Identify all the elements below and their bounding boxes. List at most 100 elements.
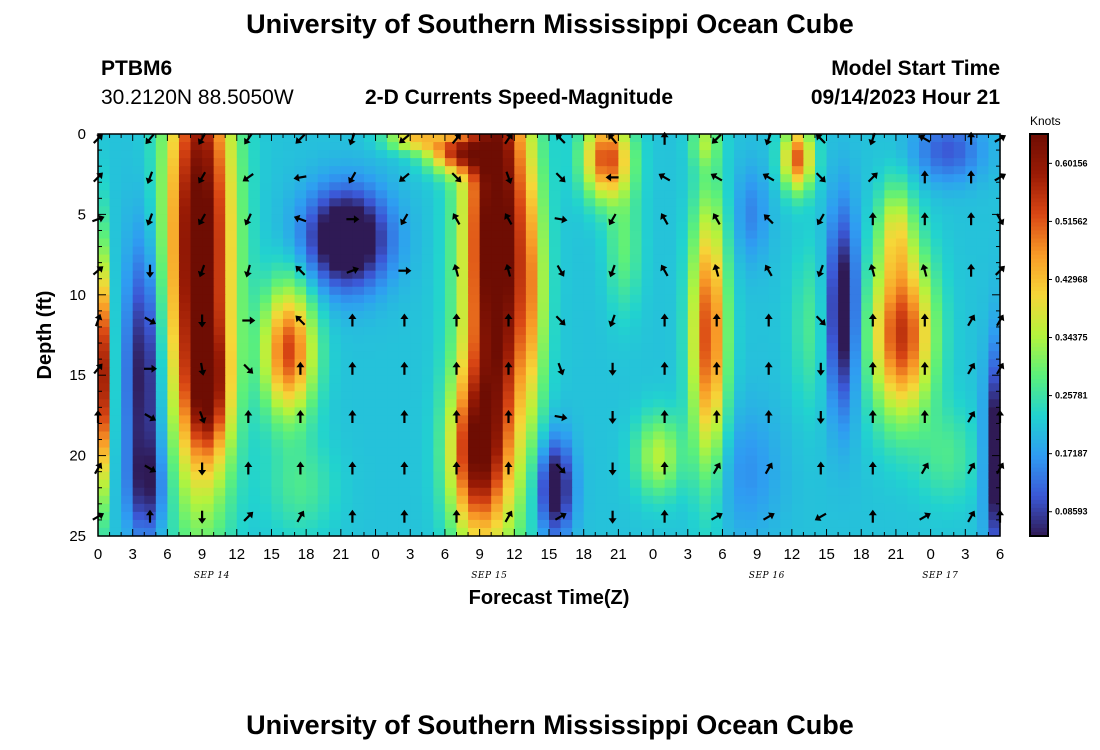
heatmap-cell (444, 142, 458, 151)
heatmap-cell (641, 142, 654, 151)
heatmap-cell (953, 134, 966, 143)
heatmap-cell (618, 487, 631, 497)
heatmap-cell (132, 206, 145, 215)
heatmap-cell (514, 278, 527, 288)
heatmap-cell (872, 262, 885, 272)
heatmap-cell (329, 455, 342, 465)
heatmap-cell (271, 519, 284, 529)
heatmap-cell (398, 198, 411, 207)
heatmap-cell (722, 471, 735, 481)
heatmap-cell (814, 326, 828, 336)
heatmap-cell (734, 214, 747, 224)
heatmap-cell (375, 439, 388, 449)
heatmap-cell (583, 359, 596, 368)
heatmap-cell (283, 230, 296, 240)
heatmap-cell (236, 423, 249, 433)
heatmap-cell (988, 527, 1001, 537)
heatmap-cell (803, 302, 816, 312)
heatmap-cell (838, 158, 851, 167)
heatmap-cell (352, 174, 365, 183)
heatmap-cell (259, 487, 273, 497)
heatmap-cell (687, 471, 700, 481)
heatmap-cell (525, 158, 539, 167)
heatmap-cell (433, 286, 446, 296)
heatmap-cell (988, 254, 1001, 264)
heatmap-cell (814, 254, 828, 264)
heatmap-cell (861, 487, 874, 497)
heatmap-cell (838, 423, 851, 433)
heatmap-cell (202, 431, 215, 441)
heatmap-cell (572, 166, 585, 175)
heatmap-cell (583, 262, 596, 272)
heatmap-cell (722, 174, 735, 183)
heatmap-cell (213, 198, 226, 207)
heatmap-cell (283, 471, 296, 481)
heatmap-cell (121, 294, 134, 304)
heatmap-cell (479, 198, 492, 207)
heatmap-cell (283, 134, 296, 143)
heatmap-cell (456, 519, 469, 529)
heatmap-cell (838, 318, 851, 328)
heatmap-cell (861, 431, 874, 441)
heatmap-cell (768, 335, 781, 344)
heatmap-cell (352, 238, 365, 248)
heatmap-cell (942, 230, 955, 240)
heatmap-cell (375, 318, 388, 328)
heatmap-cell (965, 447, 978, 457)
heatmap-cell (225, 150, 238, 159)
heatmap-cell (676, 487, 689, 497)
heatmap-cell (363, 302, 377, 312)
heatmap-cell (317, 375, 330, 384)
current-vector-arrow (920, 361, 929, 375)
heatmap-cell (525, 439, 539, 449)
heatmap-cell (653, 158, 666, 167)
heatmap-cell (363, 415, 377, 425)
heatmap-cell (294, 238, 307, 248)
heatmap-cell (618, 479, 631, 489)
heatmap-cell (560, 503, 573, 513)
current-vector-arrow (452, 213, 461, 225)
heatmap-cell (583, 286, 596, 296)
heatmap-cell (283, 214, 296, 224)
heatmap-cell (225, 318, 238, 328)
heatmap-cell (606, 166, 619, 175)
heatmap-cell (363, 142, 377, 151)
heatmap-cell (907, 238, 920, 248)
heatmap-cell (109, 519, 122, 529)
heatmap-cell (329, 310, 342, 320)
heatmap-cell (965, 222, 978, 232)
heatmap-cell (502, 246, 515, 256)
heatmap-cell (202, 423, 215, 433)
heatmap-cell (884, 463, 897, 473)
heatmap-cell (988, 262, 1001, 272)
heatmap-cell (468, 423, 481, 433)
heatmap-cell (491, 455, 504, 465)
heatmap-cell (618, 238, 631, 248)
heatmap-cell (734, 166, 747, 175)
heatmap-cell (734, 286, 747, 296)
heatmap-cell (734, 519, 747, 529)
heatmap-cell (803, 471, 816, 481)
heatmap-cell (121, 335, 134, 344)
heatmap-cell (491, 439, 504, 449)
heatmap-cell (884, 182, 897, 191)
heatmap-cell (757, 134, 770, 143)
heatmap-cell (942, 222, 955, 232)
heatmap-cell (167, 439, 180, 449)
heatmap-cell (213, 254, 226, 264)
heatmap-cell (329, 318, 342, 328)
current-vector-arrow (608, 362, 617, 376)
heatmap-cell (479, 318, 492, 328)
heatmap-cell (259, 214, 273, 224)
heatmap-cell (722, 222, 735, 232)
heatmap-cell (907, 383, 920, 392)
heatmap-cell (213, 487, 226, 497)
heatmap-cell (433, 310, 446, 320)
heatmap-cell (676, 375, 689, 384)
heatmap-cell (502, 222, 515, 232)
heatmap-cell (132, 343, 145, 352)
heatmap-cell (444, 447, 458, 457)
heatmap-cell (884, 222, 897, 232)
heatmap-cell (121, 343, 134, 352)
heatmap-cell (699, 431, 712, 441)
